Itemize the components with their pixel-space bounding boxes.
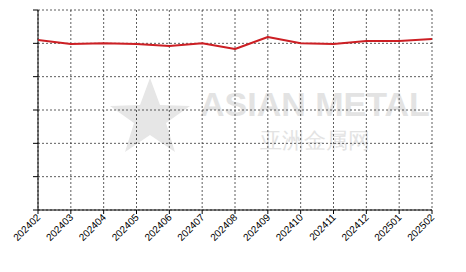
- grid-line: [38, 76, 432, 77]
- x-tick: [366, 210, 367, 214]
- watermark-text: 亚洲金属网: [260, 128, 370, 153]
- y-tick: [33, 210, 38, 211]
- grid-line-x: [136, 10, 137, 210]
- watermark-text: ASIAN METAL: [200, 85, 430, 123]
- x-tick: [432, 210, 433, 214]
- x-tick-label: 202502: [405, 211, 437, 243]
- series-group: [38, 37, 432, 49]
- grid-line-x: [70, 10, 71, 210]
- grid-line-x: [169, 10, 170, 210]
- chart-container: ASIAN METAL 亚洲金属网 202402202403202404202405…: [0, 0, 466, 272]
- y-tick: [33, 43, 38, 44]
- x-tick-label: 202409: [241, 211, 273, 243]
- grid-line-x: [103, 10, 104, 210]
- grid-line-x: [202, 10, 203, 210]
- x-tick: [267, 210, 268, 214]
- x-tick-label: 202404: [77, 211, 109, 243]
- x-tick-label: 202407: [175, 211, 207, 243]
- x-tick: [136, 210, 137, 214]
- x-tick: [399, 210, 400, 214]
- y-tick: [33, 143, 38, 144]
- x-tick: [202, 210, 203, 214]
- x-tick-label: 202408: [208, 211, 240, 243]
- watermark: ASIAN METAL 亚洲金属网: [110, 78, 430, 153]
- x-tick-label: 202405: [110, 211, 142, 243]
- x-tick-label: 202406: [142, 211, 174, 243]
- grid-line: [38, 176, 432, 177]
- x-tick-label: 202410: [274, 211, 306, 243]
- grid-line-x: [235, 10, 236, 210]
- x-tick: [38, 210, 39, 214]
- x-tick: [300, 210, 301, 214]
- x-tick: [235, 210, 236, 214]
- x-tick: [169, 210, 170, 214]
- x-tick: [70, 210, 71, 214]
- grid-line-x: [267, 10, 268, 210]
- y-tick: [33, 76, 38, 77]
- x-tick-label: 202411: [307, 211, 338, 242]
- y-tick: [33, 110, 38, 111]
- x-tick-label: 202403: [44, 211, 76, 243]
- y-tick: [33, 176, 38, 177]
- chart-svg: ASIAN METAL 亚洲金属网 202402202403202404202405…: [0, 0, 466, 272]
- x-tick-label: 202402: [11, 211, 43, 243]
- x-tick: [103, 210, 104, 214]
- grid-line-x: [333, 10, 334, 210]
- watermark-star: [110, 78, 190, 152]
- y-tick: [33, 10, 38, 11]
- x-tick-label: 202412: [339, 211, 371, 243]
- x-tick: [333, 210, 334, 214]
- series-line: [38, 37, 432, 49]
- x-tick-label: 202501: [372, 211, 404, 243]
- grid-line-x: [300, 10, 301, 210]
